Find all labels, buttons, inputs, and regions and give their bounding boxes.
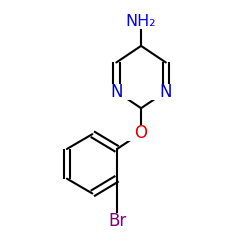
Text: Br: Br [108,212,126,230]
Text: N: N [110,82,122,100]
Text: O: O [134,124,147,142]
Bar [126,125,156,141]
Bar [89,214,145,230]
Bar [102,84,131,100]
Text: NH₂: NH₂ [126,14,156,29]
Bar [102,13,181,29]
Text: N: N [160,82,172,100]
Bar [151,84,180,100]
